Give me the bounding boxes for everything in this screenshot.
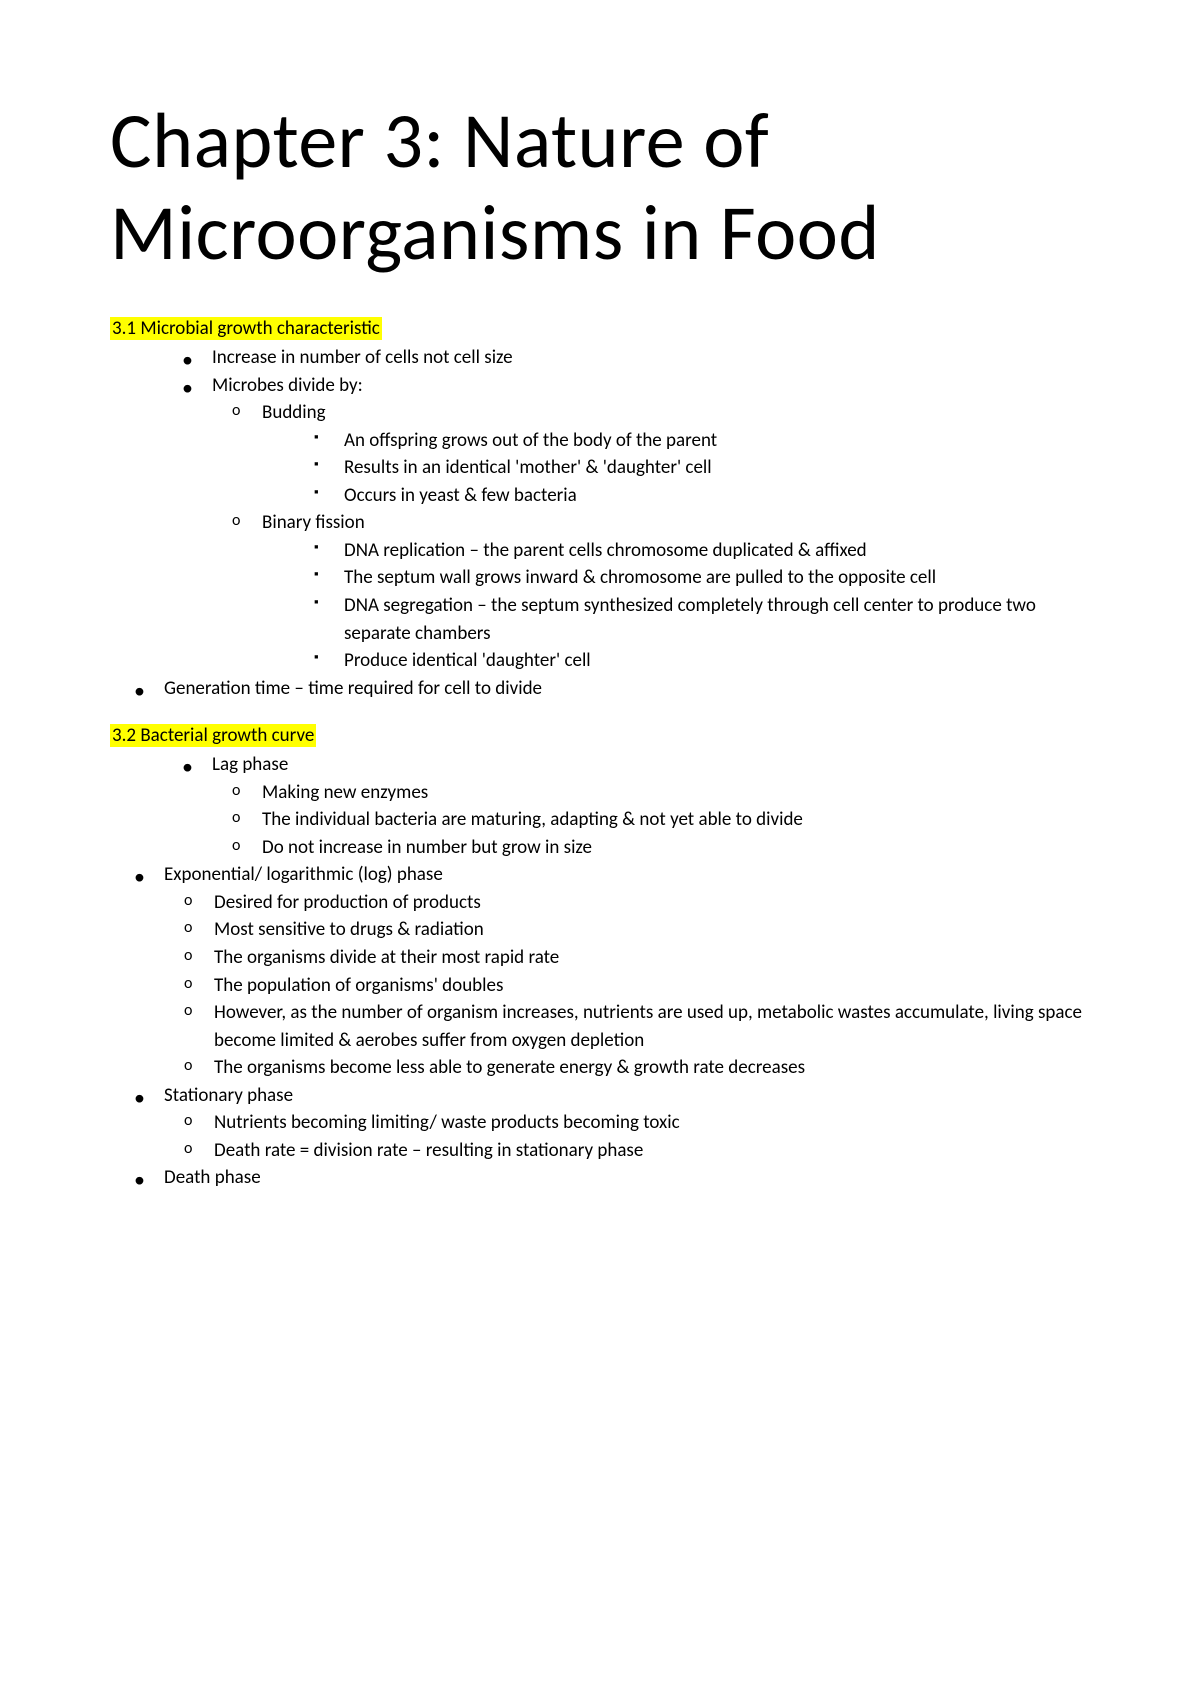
list-item: Do not increase in number but grow in si… xyxy=(232,834,1090,862)
list-3-1-out: Generation time – time required for cell… xyxy=(134,675,1090,703)
list-item: The organisms become less able to genera… xyxy=(184,1054,1090,1082)
list-item: The population of organisms' doubles xyxy=(184,972,1090,1000)
list-item: Budding An offspring grows out of the bo… xyxy=(232,399,1090,509)
list-item: Binary fission DNA replication – the par… xyxy=(232,509,1090,674)
list-item: DNA replication – the parent cells chrom… xyxy=(314,537,1090,565)
list-item: Produce identical 'daughter' cell xyxy=(314,647,1090,675)
list-item: However, as the number of organism incre… xyxy=(184,999,1090,1054)
list-item: Generation time – time required for cell… xyxy=(134,675,1090,703)
list-item: Death rate = division rate – resulting i… xyxy=(184,1137,1090,1165)
list-item: Desired for production of products xyxy=(184,889,1090,917)
list-item: The organisms divide at their most rapid… xyxy=(184,944,1090,972)
section-3-1: 3.1 Microbial growth characteristic Incr… xyxy=(110,317,1090,702)
list-item-label: Stationary phase xyxy=(164,1084,293,1107)
list-level2: Desired for production of products Most … xyxy=(184,889,1090,1082)
list-level3: An offspring grows out of the body of th… xyxy=(314,427,1090,510)
list-3-2-out: Exponential/ logarithmic (log) phase Des… xyxy=(134,861,1090,1192)
list-item: An offspring grows out of the body of th… xyxy=(314,427,1090,455)
list-item: Death phase xyxy=(134,1164,1090,1192)
list-level2: Making new enzymes The individual bacter… xyxy=(232,779,1090,862)
list-level2: Nutrients becoming limiting/ waste produ… xyxy=(184,1109,1090,1164)
list-item: Microbes divide by: Budding An offspring… xyxy=(182,372,1090,675)
list-item-label: Lag phase xyxy=(212,753,288,776)
list-item: Most sensitive to drugs & radiation xyxy=(184,916,1090,944)
list-item-label: Budding xyxy=(262,401,326,424)
list-3-1: Increase in number of cells not cell siz… xyxy=(182,344,1090,675)
list-item: Occurs in yeast & few bacteria xyxy=(314,482,1090,510)
list-item: Results in an identical 'mother' & 'daug… xyxy=(314,454,1090,482)
list-item: Increase in number of cells not cell siz… xyxy=(182,344,1090,372)
list-item: Making new enzymes xyxy=(232,779,1090,807)
list-level3: DNA replication – the parent cells chrom… xyxy=(314,537,1090,675)
list-item-label: Binary fission xyxy=(262,511,365,534)
list-level2: Budding An offspring grows out of the bo… xyxy=(232,399,1090,674)
section-heading-3-2: 3.2 Bacterial growth curve xyxy=(110,724,316,747)
list-3-2: Lag phase Making new enzymes The individ… xyxy=(182,751,1090,861)
section-3-2: 3.2 Bacterial growth curve Lag phase Mak… xyxy=(110,724,1090,1192)
list-item: Lag phase Making new enzymes The individ… xyxy=(182,751,1090,861)
list-item: Stationary phase Nutrients becoming limi… xyxy=(134,1082,1090,1165)
list-item-label: Exponential/ logarithmic (log) phase xyxy=(164,863,443,886)
list-item: Nutrients becoming limiting/ waste produ… xyxy=(184,1109,1090,1137)
list-item: Exponential/ logarithmic (log) phase Des… xyxy=(134,861,1090,1081)
list-item: The individual bacteria are maturing, ad… xyxy=(232,806,1090,834)
list-item: The septum wall grows inward & chromosom… xyxy=(314,564,1090,592)
section-heading-3-1: 3.1 Microbial growth characteristic xyxy=(110,317,382,340)
list-item: DNA segregation – the septum synthesized… xyxy=(314,592,1090,647)
list-item-label: Microbes divide by: xyxy=(212,374,363,397)
page-title: Chapter 3: Nature of Microorganisms in F… xyxy=(110,95,1090,279)
